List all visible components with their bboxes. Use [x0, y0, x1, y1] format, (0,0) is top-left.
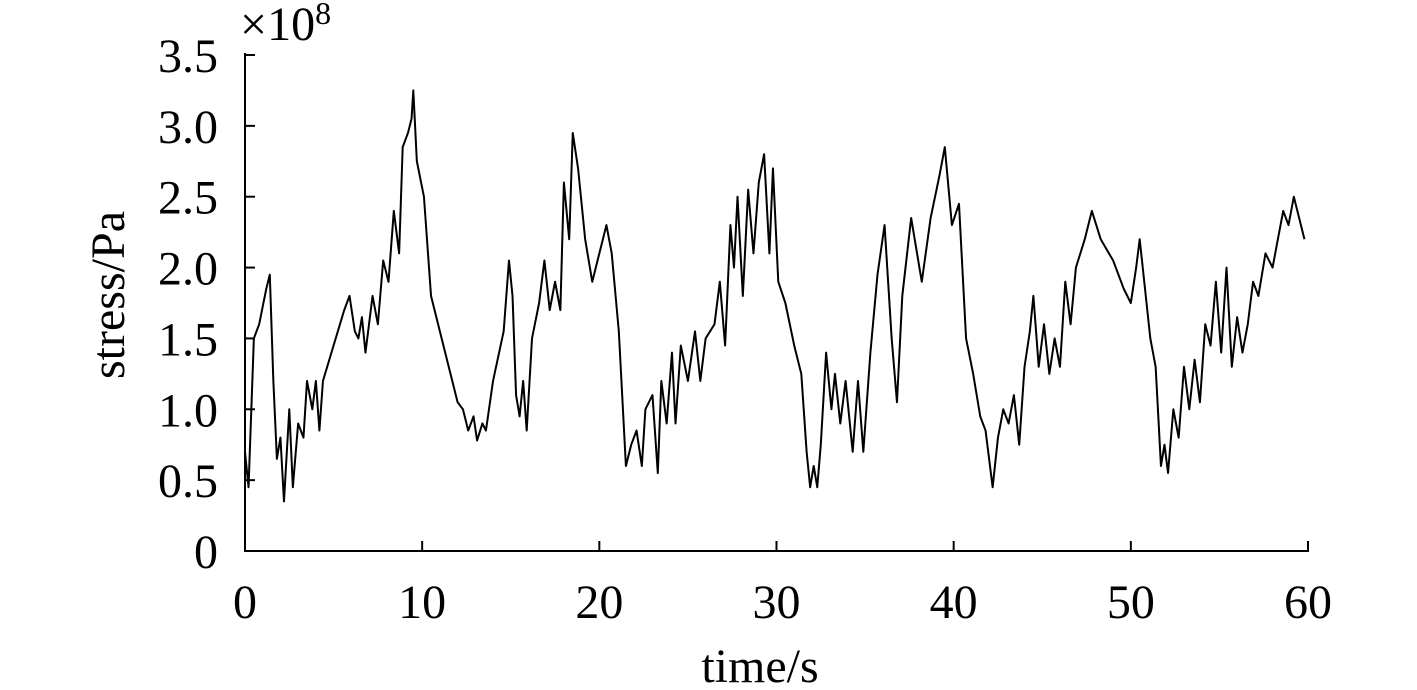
multiplier-base: ×10 — [240, 0, 315, 51]
x-tick-label: 40 — [930, 576, 978, 629]
x-tick-label: 30 — [753, 576, 801, 629]
y-tick-label: 0.5 — [158, 455, 218, 508]
x-axis-label: time/s — [701, 640, 818, 690]
stress-line — [244, 89, 1306, 503]
y-tick-label: 0 — [194, 526, 218, 579]
y-tick-label: 3.0 — [158, 101, 218, 154]
y-tick-label: 2.5 — [158, 172, 218, 225]
y-tick-label: 3.5 — [158, 30, 218, 83]
y-tick-label: 1.0 — [158, 384, 218, 437]
x-tick-label: 20 — [575, 576, 623, 629]
y-tick-label: 2.0 — [158, 243, 218, 296]
x-tick-label: 10 — [398, 576, 446, 629]
x-tick-label: 60 — [1284, 576, 1332, 629]
y-axis-label: stress/Pa — [82, 211, 135, 379]
y-tick-label: 1.5 — [158, 313, 218, 366]
axis-multiplier: ×108 — [240, 0, 331, 51]
x-tick-label: 0 — [233, 576, 257, 629]
multiplier-exponent: 8 — [315, 0, 331, 31]
x-tick-label: 50 — [1107, 576, 1155, 629]
